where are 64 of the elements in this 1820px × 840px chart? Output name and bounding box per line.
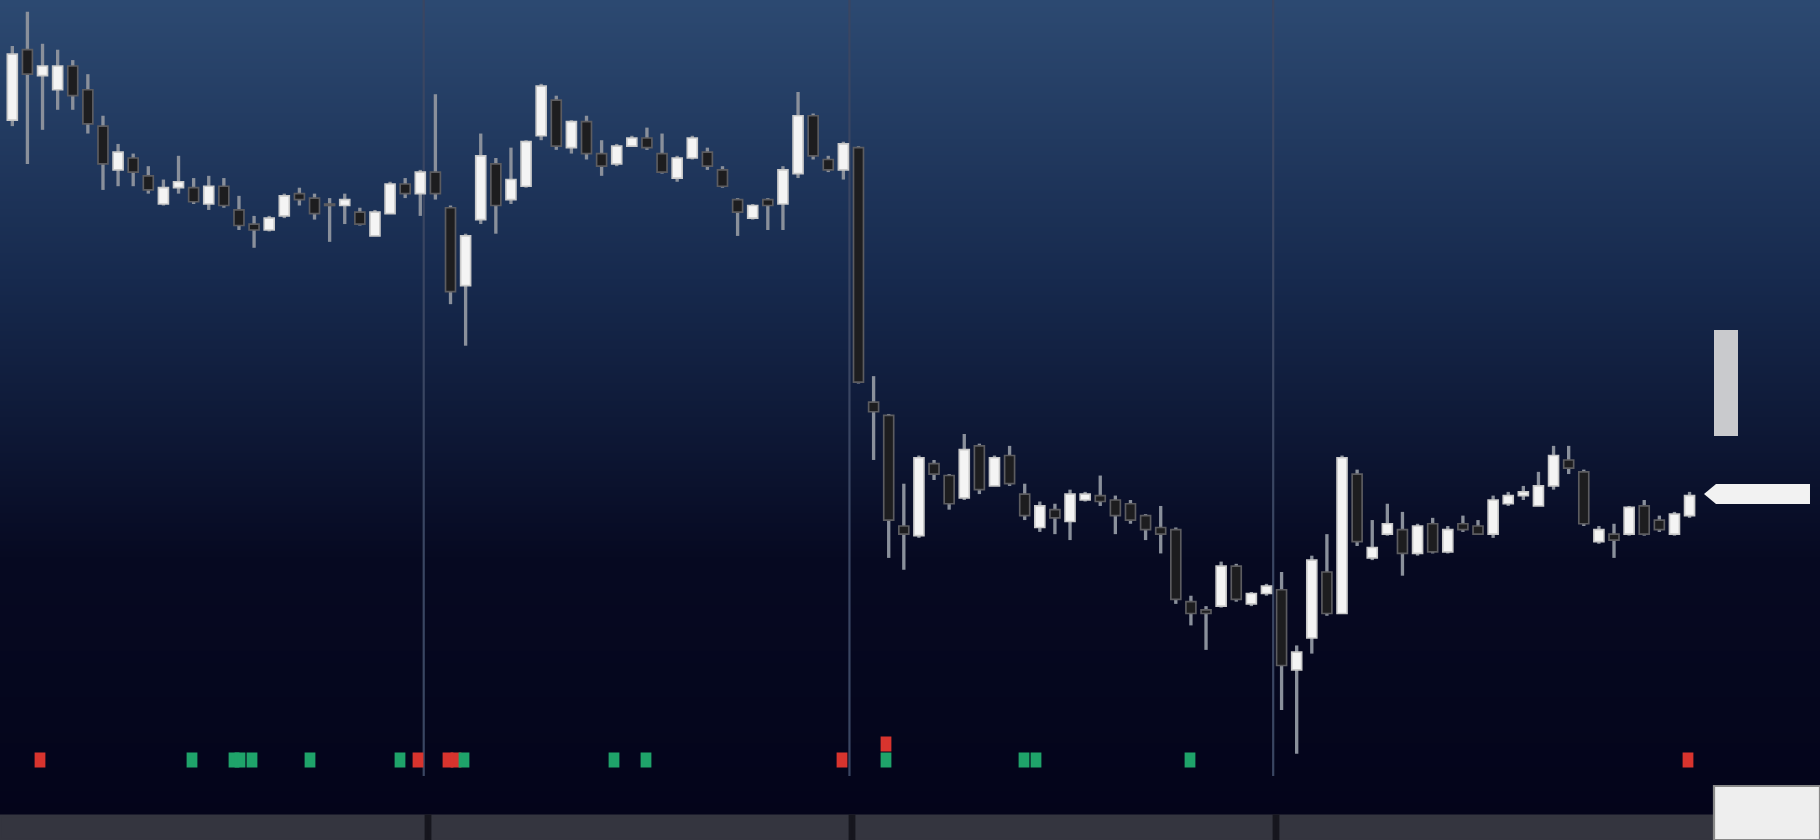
candlestick: [1562, 444, 1575, 476]
candlestick: [1290, 643, 1303, 756]
candlestick: [973, 441, 986, 496]
candlestick: [1033, 499, 1046, 534]
candlestick: [580, 114, 593, 162]
candlestick: [1441, 524, 1454, 556]
candlestick: [1018, 482, 1031, 522]
candlestick: [490, 156, 502, 236]
candlestick: [716, 164, 729, 190]
candlestick: [762, 196, 774, 232]
candlestick: [399, 176, 412, 200]
candlestick: [1638, 498, 1651, 538]
candlestick: [278, 191, 291, 220]
candlestick: [51, 48, 64, 112]
candlestick: [550, 94, 563, 152]
candlestick: [218, 176, 230, 210]
candlestick: [565, 118, 578, 156]
candlestick: [897, 482, 910, 572]
candlestick: [172, 154, 185, 196]
candlestick: [1547, 444, 1560, 492]
candlestick: [36, 42, 49, 132]
candlestick: [837, 140, 850, 182]
candlestick: [595, 138, 608, 178]
candlestick: [308, 191, 321, 222]
candlestick: [731, 196, 744, 238]
candlestick: [1139, 512, 1152, 542]
candlestick: [1230, 562, 1243, 604]
candlestick: [142, 164, 155, 196]
candlestick: [807, 111, 819, 162]
candlestick: [1049, 502, 1061, 536]
candlestick: [97, 114, 109, 192]
candlestick: [338, 191, 351, 226]
candlestick: [1532, 470, 1545, 508]
candlestick: [1094, 473, 1107, 508]
candlestick: [1426, 516, 1439, 556]
candlestick: [1003, 444, 1016, 488]
candlestick: [112, 142, 124, 188]
candlestick: [641, 125, 653, 152]
candlestick: [202, 174, 215, 212]
candlestick: [1683, 490, 1696, 520]
candlestick: [943, 472, 955, 512]
candlestick: [1321, 532, 1333, 618]
candlestick: [1623, 504, 1635, 538]
candlestick: [1668, 510, 1681, 538]
candlestick: [928, 458, 940, 482]
candlestick: [1411, 522, 1424, 558]
candlestick: [1215, 559, 1227, 610]
candlestick: [1366, 518, 1379, 562]
candlestick: [656, 131, 668, 176]
candlestick: [988, 453, 1001, 488]
candlestick: [127, 151, 140, 188]
candlestick: [21, 10, 34, 166]
candlestick: [157, 177, 170, 208]
candlestick: [1381, 502, 1394, 538]
candlestick: [323, 196, 336, 244]
candlestick: [701, 145, 714, 172]
candlestick: [1608, 522, 1620, 560]
candlestick: [187, 176, 200, 206]
candlestick: [429, 92, 442, 202]
candlestick: [414, 168, 427, 218]
candlestick: [1124, 498, 1137, 526]
candlestick: [867, 374, 880, 462]
candlestick: [1109, 493, 1122, 536]
candlestick: [1396, 510, 1409, 578]
